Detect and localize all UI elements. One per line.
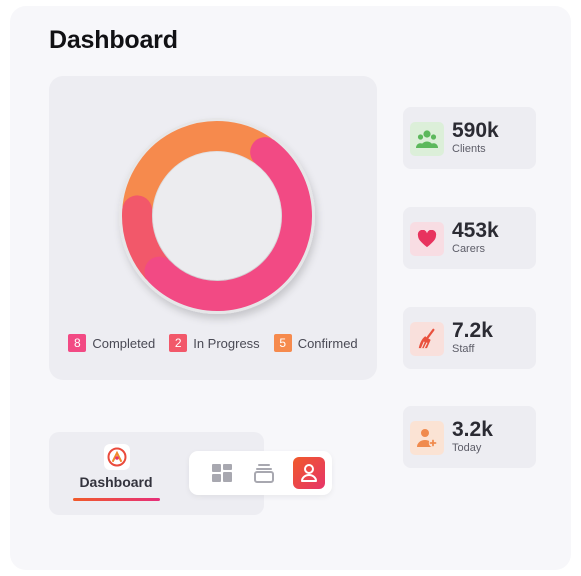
legend-item-confirmed: 5 Confirmed <box>273 334 358 352</box>
donut-chart <box>119 118 315 314</box>
donut-slices <box>122 121 312 311</box>
heart-icon <box>410 222 444 256</box>
stat-label-staff: Staff <box>452 343 475 355</box>
legend-count-completed: 8 <box>68 334 87 352</box>
user-icon[interactable] <box>293 457 325 489</box>
legend-count-in-progress: 2 <box>169 334 188 352</box>
app-logo-icon <box>104 444 130 470</box>
broom-icon <box>410 322 444 356</box>
stat-label-today: Today <box>452 442 482 454</box>
stat-card-today[interactable]: 3.2k Today <box>403 406 536 468</box>
legend-item-in-progress: 2 In Progress <box>169 334 260 352</box>
stat-value-staff: 7.2k <box>452 319 493 342</box>
stat-value-carers: 453k <box>452 219 499 242</box>
stat-card-carers[interactable]: 453k Carers <box>403 207 536 269</box>
donut-slice-completed <box>144 137 312 311</box>
stat-value-clients: 590k <box>452 119 499 142</box>
donut-chart-card: 8 Completed 2 In Progress 5 Confirmed <box>49 76 377 380</box>
stat-label-clients: Clients <box>452 143 486 155</box>
legend-label-completed: Completed <box>92 335 156 351</box>
nav-icon-bar <box>189 451 332 495</box>
stat-card-staff[interactable]: 7.2k Staff <box>403 307 536 369</box>
users-icon <box>410 122 444 156</box>
legend-label-confirmed: Confirmed <box>297 335 358 351</box>
page-title: Dashboard <box>49 26 178 54</box>
stat-card-clients[interactable]: 590k Clients <box>403 107 536 169</box>
donut-slice-confirmed <box>122 121 277 222</box>
legend-label-in-progress: In Progress <box>193 335 260 351</box>
stat-value-today: 3.2k <box>452 418 493 441</box>
grid-icon[interactable] <box>206 457 238 489</box>
donut-inner-hole <box>153 152 281 280</box>
legend-count-confirmed: 5 <box>273 334 292 352</box>
nav-active-indicator <box>73 498 160 501</box>
stack-icon[interactable] <box>248 457 280 489</box>
legend-item-completed: 8 Completed <box>68 334 155 352</box>
chart-legend: 8 Completed 2 In Progress 5 Confirmed <box>49 334 377 352</box>
user-plus-icon <box>410 421 444 455</box>
nav-label-dashboard: Dashboard <box>79 474 153 490</box>
stat-label-carers: Carers <box>452 243 486 255</box>
